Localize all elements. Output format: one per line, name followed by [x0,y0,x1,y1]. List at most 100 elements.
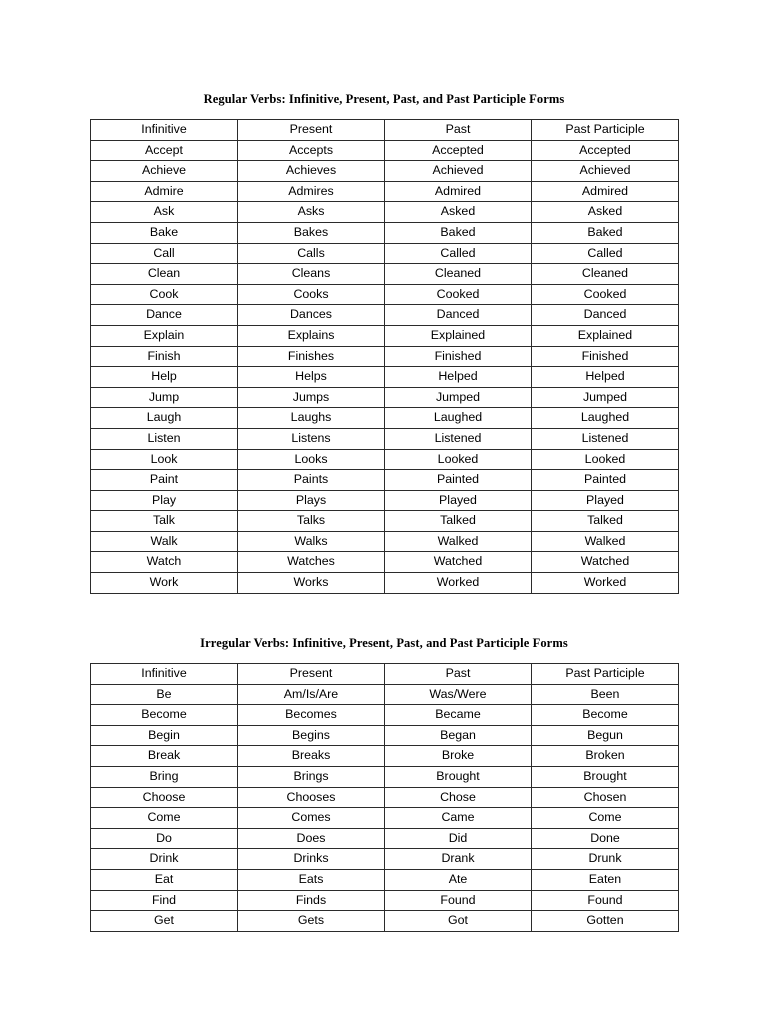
table-row: Come Comes Came Come [90,807,679,829]
table-cell: Breaks [237,745,385,767]
table-cell: Called [531,242,679,265]
table-cell: Laughed [531,407,679,429]
table-cell: Cooked [384,283,532,306]
table-row: Get Gets Got Gotten [90,910,679,932]
table-cell: Explains [237,324,385,347]
table-cell: Danced [531,304,679,326]
table-cell: Cooked [531,283,679,306]
table-row: Call Calls Called Called [90,242,679,265]
table-cell: Jumped [384,386,532,409]
table-cell: Walks [237,530,385,553]
table-cell: Watched [531,551,679,574]
regular-table-body: Accept Accepts Accepted Accepted Achieve Achi… [90,139,679,594]
table-cell: Brought [531,765,679,788]
table-cell: Talk [90,510,238,532]
table-cell: Accepts [237,139,385,162]
table-cell: Cooks [237,283,385,306]
table-cell: Becomes [237,704,385,726]
table-cell: Became [384,704,532,726]
table-cell: Explained [384,324,532,347]
table-cell: Admired [531,180,679,203]
table-cell: Worked [531,572,679,594]
table-cell: Bakes [237,221,385,244]
table-cell: Achieved [531,160,679,182]
table-row: Break Breaks Broke Broken [90,745,679,767]
table-cell: Found [531,889,679,912]
table-cell: Been [531,683,679,706]
table-row: Admire Admires Admired Admired [90,180,679,203]
regular-table-head: Infinitive Present Past Past Participle [90,119,679,141]
regular-verbs-table: Infinitive Present Past Past Participle Acc… [90,119,679,594]
table-cell: Dances [237,304,385,326]
table-cell: Finish [90,345,238,368]
table-cell: Gotten [531,910,679,932]
table-cell: Cleaned [531,263,679,285]
table-cell: Baked [531,221,679,244]
table-cell: Achieved [384,160,532,182]
irregular-table-head: Infinitive Present Past Past Participle [90,663,679,685]
table-cell: Broke [384,745,532,767]
table-cell: Painted [531,469,679,491]
table-cell: Begins [237,724,385,747]
table-cell: Watch [90,551,238,574]
table-row: Explain Explains Explained Explained [90,324,679,347]
table-cell: Play [90,489,238,512]
table-row: Begin Begins Began Begun [90,724,679,747]
table-header-row: Infinitive Present Past Past Participle [90,663,679,685]
table-cell: Explain [90,324,238,347]
table-row: Play Plays Played Played [90,489,679,512]
table-cell: Plays [237,489,385,512]
table-cell: Accepted [384,139,532,162]
column-header-past: Past [384,663,532,685]
table-cell: Played [531,489,679,512]
table-cell: Chose [384,786,532,809]
table-cell: Be [90,683,238,706]
table-cell: Asks [237,201,385,223]
table-row: Paint Paints Painted Painted [90,469,679,491]
table-cell: Called [384,242,532,265]
table-cell: Cook [90,283,238,306]
table-cell: Talked [384,510,532,532]
table-cell: Admires [237,180,385,203]
table-cell: Listen [90,427,238,450]
table-row: Listen Listens Listened Listened [90,427,679,450]
table-cell: Achieve [90,160,238,182]
table-row: Jump Jumps Jumped Jumped [90,386,679,409]
table-cell: Drunk [531,848,679,870]
table-cell: Helped [531,366,679,388]
table-cell: Jump [90,386,238,409]
table-row: Laugh Laughs Laughed Laughed [90,407,679,429]
table-cell: Began [384,724,532,747]
column-header-present: Present [237,663,385,685]
table-row: Watch Watches Watched Watched [90,551,679,574]
table-cell: Cleans [237,263,385,285]
table-cell: Achieves [237,160,385,182]
table-cell: Come [90,807,238,829]
table-cell: Cleaned [384,263,532,285]
table-cell: Bake [90,221,238,244]
table-row: Eat Eats Ate Eaten [90,868,679,891]
table-cell: Clean [90,263,238,285]
table-cell: Become [531,704,679,726]
table-cell: Admired [384,180,532,203]
table-cell: Played [384,489,532,512]
table-cell: Dance [90,304,238,326]
table-cell: Paint [90,469,238,491]
column-header-present: Present [237,119,385,141]
column-header-past-participle: Past Participle [531,119,679,141]
table-cell: Helps [237,366,385,388]
table-row: Find Finds Found Found [90,889,679,912]
table-cell: Listened [384,427,532,450]
table-cell: Eats [237,868,385,891]
table-cell: Laughs [237,407,385,429]
table-cell: Walked [531,530,679,553]
table-cell: Asked [531,201,679,223]
table-cell: Brought [384,765,532,788]
table-row: Accept Accepts Accepted Accepted [90,139,679,162]
table-row: Become Becomes Became Become [90,704,679,726]
table-cell: Accept [90,139,238,162]
table-cell: Finishes [237,345,385,368]
table-cell: Drink [90,848,238,870]
table-header-row: Infinitive Present Past Past Participle [90,119,679,141]
